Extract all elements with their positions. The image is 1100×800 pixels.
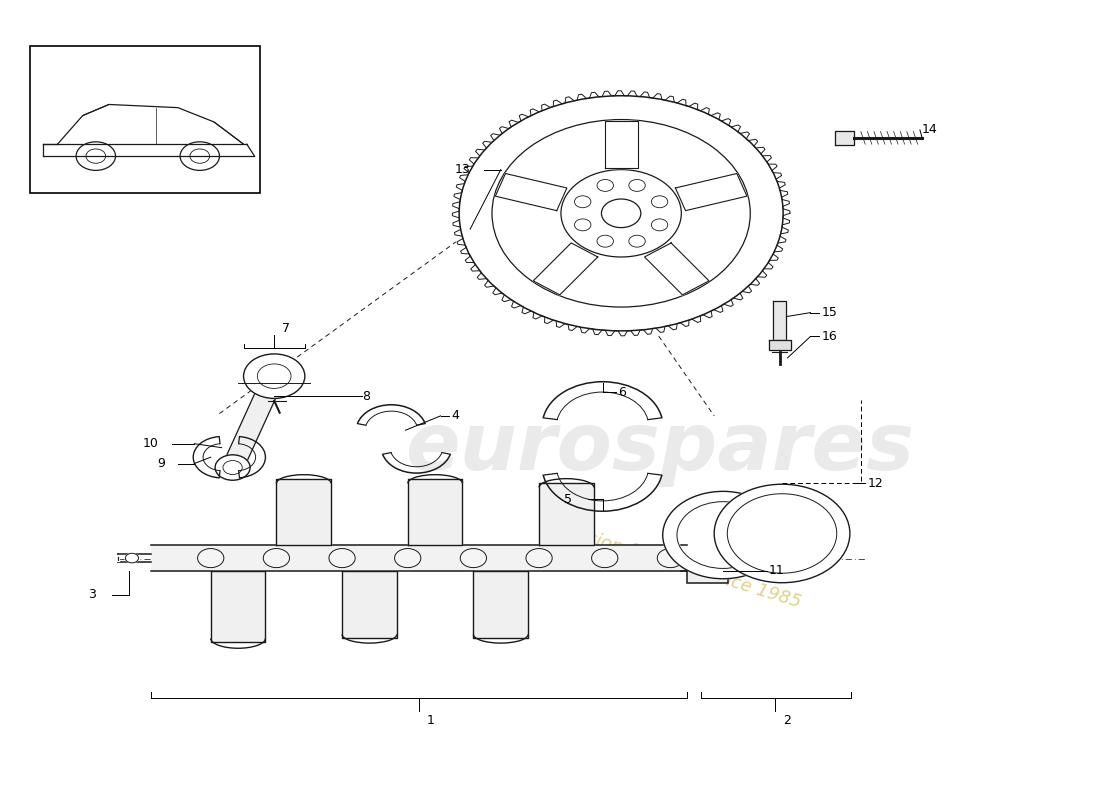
Polygon shape (773, 301, 786, 341)
Text: 10: 10 (142, 437, 158, 450)
Circle shape (460, 549, 486, 568)
Bar (30, 46, 260, 194)
Circle shape (395, 549, 421, 568)
Polygon shape (769, 341, 791, 350)
Text: 3: 3 (88, 588, 96, 601)
Text: 8: 8 (362, 390, 370, 402)
Bar (686, 534, 728, 582)
Circle shape (597, 179, 614, 191)
Circle shape (263, 549, 289, 568)
Text: 9: 9 (157, 457, 165, 470)
Bar (151, 546, 725, 571)
Circle shape (662, 491, 783, 578)
Polygon shape (452, 90, 790, 336)
Text: 15: 15 (822, 306, 837, 319)
Text: 5: 5 (564, 493, 572, 506)
Polygon shape (495, 174, 566, 210)
Circle shape (629, 235, 646, 247)
Text: 16: 16 (822, 330, 837, 343)
Polygon shape (645, 243, 710, 295)
Polygon shape (473, 571, 528, 638)
Polygon shape (276, 479, 331, 546)
Polygon shape (539, 483, 594, 546)
Circle shape (651, 219, 668, 231)
Circle shape (629, 179, 646, 191)
Text: 4: 4 (451, 410, 460, 422)
Polygon shape (605, 121, 638, 168)
Circle shape (592, 549, 618, 568)
Circle shape (243, 354, 305, 398)
Circle shape (651, 196, 668, 208)
Text: 6: 6 (618, 386, 626, 398)
Text: eurospares: eurospares (405, 409, 914, 486)
Circle shape (574, 219, 591, 231)
Text: 1: 1 (427, 714, 434, 726)
Circle shape (329, 549, 355, 568)
Text: 7: 7 (282, 322, 290, 335)
Polygon shape (222, 374, 285, 470)
Polygon shape (342, 571, 397, 638)
Polygon shape (835, 130, 855, 145)
Text: 11: 11 (769, 564, 784, 578)
Polygon shape (534, 243, 597, 295)
Circle shape (574, 196, 591, 208)
Text: a passion for parts since 1985: a passion for parts since 1985 (538, 514, 803, 611)
Circle shape (526, 549, 552, 568)
Circle shape (658, 549, 683, 568)
Polygon shape (408, 479, 462, 546)
Circle shape (714, 484, 850, 582)
Polygon shape (211, 571, 265, 642)
Text: 12: 12 (868, 477, 883, 490)
Circle shape (597, 235, 614, 247)
Text: 2: 2 (783, 714, 791, 726)
Text: 13: 13 (454, 163, 470, 176)
Circle shape (216, 455, 250, 480)
Text: 14: 14 (922, 123, 938, 136)
Circle shape (452, 90, 791, 336)
Circle shape (198, 549, 224, 568)
Circle shape (125, 554, 139, 563)
Polygon shape (675, 174, 747, 210)
